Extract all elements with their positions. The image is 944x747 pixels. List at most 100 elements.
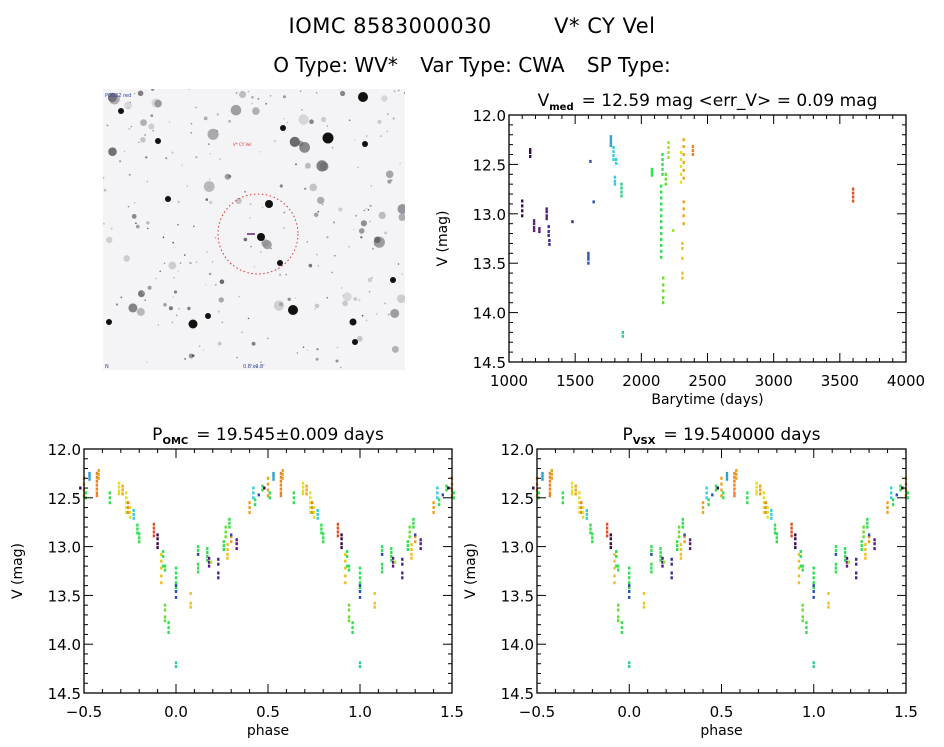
title-rest: = 19.540000 days [663, 425, 820, 445]
data-point [79, 486, 82, 490]
data-point [827, 605, 830, 609]
star [249, 203, 252, 206]
data-point [662, 289, 665, 293]
data-point [209, 560, 213, 564]
data-point [393, 560, 397, 564]
data-point [620, 182, 623, 186]
data-point [380, 566, 384, 570]
data-point [755, 481, 758, 485]
star [360, 220, 367, 227]
data-point [152, 530, 156, 534]
star [298, 114, 309, 125]
star [355, 214, 358, 217]
data-point [117, 481, 121, 485]
data-point [682, 168, 685, 172]
star [236, 356, 238, 359]
data-point [735, 476, 738, 480]
data-point [746, 491, 749, 495]
star [348, 246, 350, 248]
data-point [650, 570, 653, 574]
data-point [797, 566, 801, 570]
data-point [432, 510, 435, 514]
data-point [548, 239, 551, 242]
data-point [589, 523, 592, 527]
data-point [662, 283, 665, 287]
data-point [125, 501, 128, 505]
data-point [121, 488, 124, 492]
data-point [733, 483, 736, 487]
star [289, 136, 300, 147]
data-point [301, 489, 305, 493]
data-point [797, 559, 801, 563]
data-point [347, 564, 351, 568]
title-subscript: VSX [633, 436, 656, 447]
data-point [812, 571, 815, 575]
star [338, 207, 343, 212]
data-point [714, 484, 718, 488]
x-tick-label: −0.5 [66, 703, 102, 721]
star [331, 146, 334, 149]
y-tick-label: 13.5 [473, 255, 506, 273]
data-point [733, 491, 736, 495]
data-point [681, 256, 684, 260]
data-point [309, 506, 312, 510]
data-point [161, 564, 165, 568]
data-point [679, 548, 683, 551]
star [326, 296, 329, 299]
y-axis-label: V (mag) [435, 210, 451, 266]
data-point [659, 558, 662, 562]
data-point [759, 484, 762, 488]
data-point [281, 472, 284, 476]
data-point [679, 172, 683, 176]
star [332, 221, 336, 224]
star [375, 313, 378, 315]
star [136, 224, 140, 229]
data-point [615, 554, 618, 558]
object-id: IOMC 8583000030 [288, 14, 492, 38]
star [249, 217, 251, 219]
data-point [117, 492, 121, 496]
data-point [628, 571, 631, 575]
star [335, 359, 339, 363]
data-point [642, 605, 646, 609]
data-point [174, 581, 178, 585]
star [204, 283, 207, 286]
data-point [679, 164, 683, 168]
data-point [659, 554, 662, 558]
star [184, 254, 186, 256]
star [129, 101, 132, 104]
data-point [311, 501, 314, 505]
y-tick-label: 14.0 [48, 636, 81, 654]
data-point [410, 552, 413, 556]
data-point [762, 501, 766, 505]
data-point [279, 494, 283, 498]
data-point [733, 494, 736, 498]
data-point [587, 261, 590, 265]
data-point [578, 491, 581, 495]
data-point [609, 138, 613, 142]
x-tick-label: 1000 [490, 372, 528, 390]
data-point [390, 558, 393, 562]
data-point [163, 619, 167, 623]
star [369, 204, 372, 207]
data-point [410, 548, 413, 551]
star [171, 151, 174, 154]
star [214, 236, 217, 239]
star [262, 240, 272, 250]
star [365, 319, 368, 322]
star [177, 270, 179, 273]
data-point [612, 150, 615, 154]
data-point [628, 665, 631, 669]
data-point [609, 546, 612, 550]
star [384, 302, 386, 305]
data-point [587, 257, 590, 261]
title-main: P [622, 425, 632, 445]
data-point [812, 566, 815, 570]
data-point [650, 552, 653, 556]
data-point [620, 631, 624, 634]
data-point [677, 525, 681, 529]
data-point [128, 510, 132, 514]
star [252, 107, 260, 115]
star [145, 156, 148, 159]
data-point [206, 554, 209, 558]
